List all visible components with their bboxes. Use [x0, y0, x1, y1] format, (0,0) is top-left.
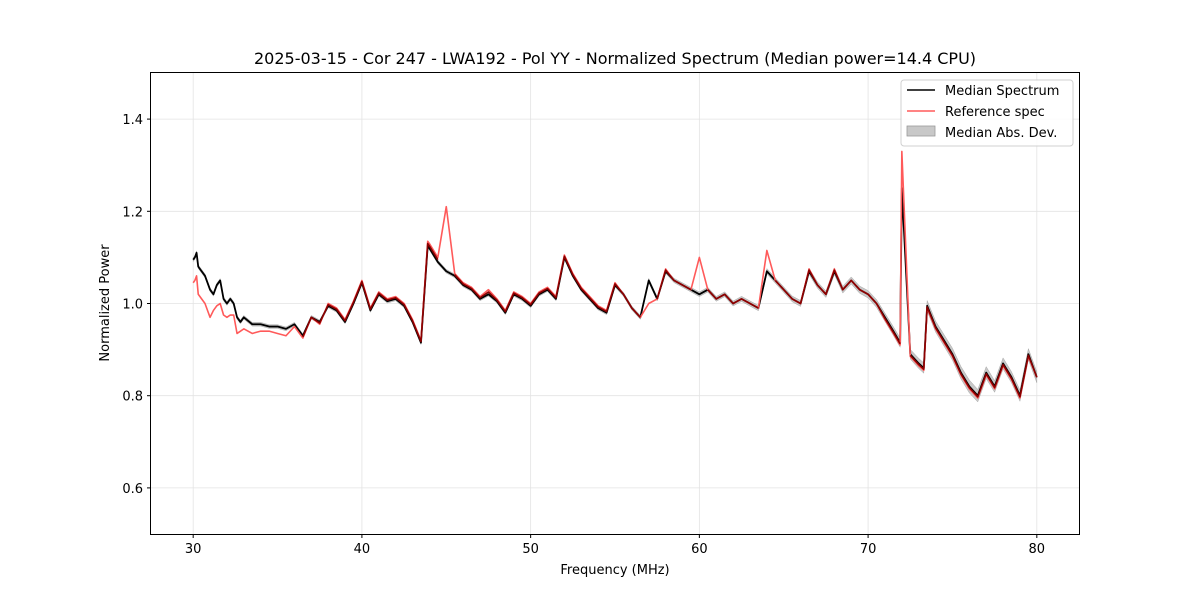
overlap-line-segment [909, 306, 1038, 398]
x-tick-label: 80 [1029, 542, 1046, 557]
x-tick-label: 70 [860, 542, 877, 557]
overlap-line-segment [707, 289, 759, 309]
x-axis-ticks: 30 40 50 60 70 80 [185, 534, 1045, 557]
legend-mad-swatch [906, 125, 936, 137]
legend: Median Spectrum Reference spec Median Ab… [900, 79, 1074, 147]
legend-reference-label: Reference spec [945, 105, 1045, 120]
overlap-line-segment [656, 269, 692, 300]
chart-title: 2025-03-15 - Cor 247 - LWA192 - Pol YY -… [254, 49, 976, 68]
legend-box [900, 79, 1074, 147]
overlap-line-segment [774, 269, 901, 345]
y-tick-label: 1.0 [122, 298, 143, 313]
legend-mad-label: Median Abs. Dev. [945, 126, 1057, 141]
y-axis-label: Normalized Power [98, 244, 113, 362]
y-tick-label: 0.8 [122, 390, 143, 405]
x-axis-label: Frequency (MHz) [560, 563, 669, 578]
y-tick-label: 1.4 [122, 113, 143, 128]
overlap-line-segment [454, 255, 641, 318]
y-tick-label: 0.6 [122, 482, 143, 497]
x-tick-label: 30 [185, 542, 202, 557]
y-axis-ticks: 0.6 0.8 1.0 1.2 1.4 [122, 113, 151, 497]
plot-area [192, 150, 1038, 403]
y-tick-label: 1.2 [122, 205, 143, 220]
x-tick-label: 60 [691, 542, 708, 557]
x-tick-label: 40 [354, 542, 371, 557]
legend-median-label: Median Spectrum [945, 84, 1059, 99]
overlap-line-segment [302, 242, 439, 343]
x-tick-label: 50 [522, 542, 539, 557]
